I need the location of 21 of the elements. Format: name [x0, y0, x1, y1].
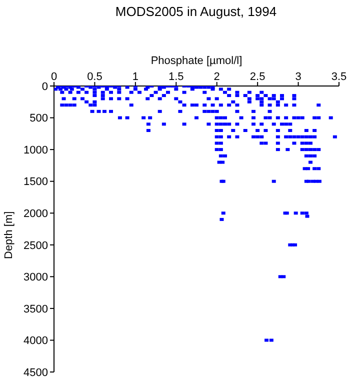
y-tick-label: 3500 — [24, 303, 48, 316]
x-tick-label: 2 — [214, 71, 220, 83]
x-tick-label: 0.5 — [87, 71, 102, 83]
x-tick-label: 0 — [50, 71, 58, 83]
y-tick-label: 2500 — [24, 240, 48, 252]
y-tick-label: 1500 — [24, 176, 48, 188]
y-tick-label: 0 — [42, 80, 48, 93]
x-axis-title: Phosphate [µmol/l] — [150, 54, 242, 67]
y-tick-label: 3000 — [24, 272, 48, 284]
x-tick-label: 1.5 — [168, 71, 184, 83]
x-tick-label: 3 — [295, 71, 302, 83]
y-tick-label: 500 — [30, 112, 48, 125]
y-tick-label: 4000 — [24, 335, 48, 348]
y-axis-title: Depth [m] — [2, 211, 15, 259]
y-tick-label: 4500 — [24, 366, 48, 379]
x-tick-label: 2.5 — [250, 71, 266, 83]
chart-title: MODS2005 in August, 1994 — [115, 4, 277, 19]
x-tick-label: 1 — [132, 71, 138, 83]
y-tick-label: 2000 — [24, 208, 48, 220]
x-tick-label: 3.5 — [331, 71, 347, 83]
y-tick-label: 1000 — [24, 144, 48, 156]
